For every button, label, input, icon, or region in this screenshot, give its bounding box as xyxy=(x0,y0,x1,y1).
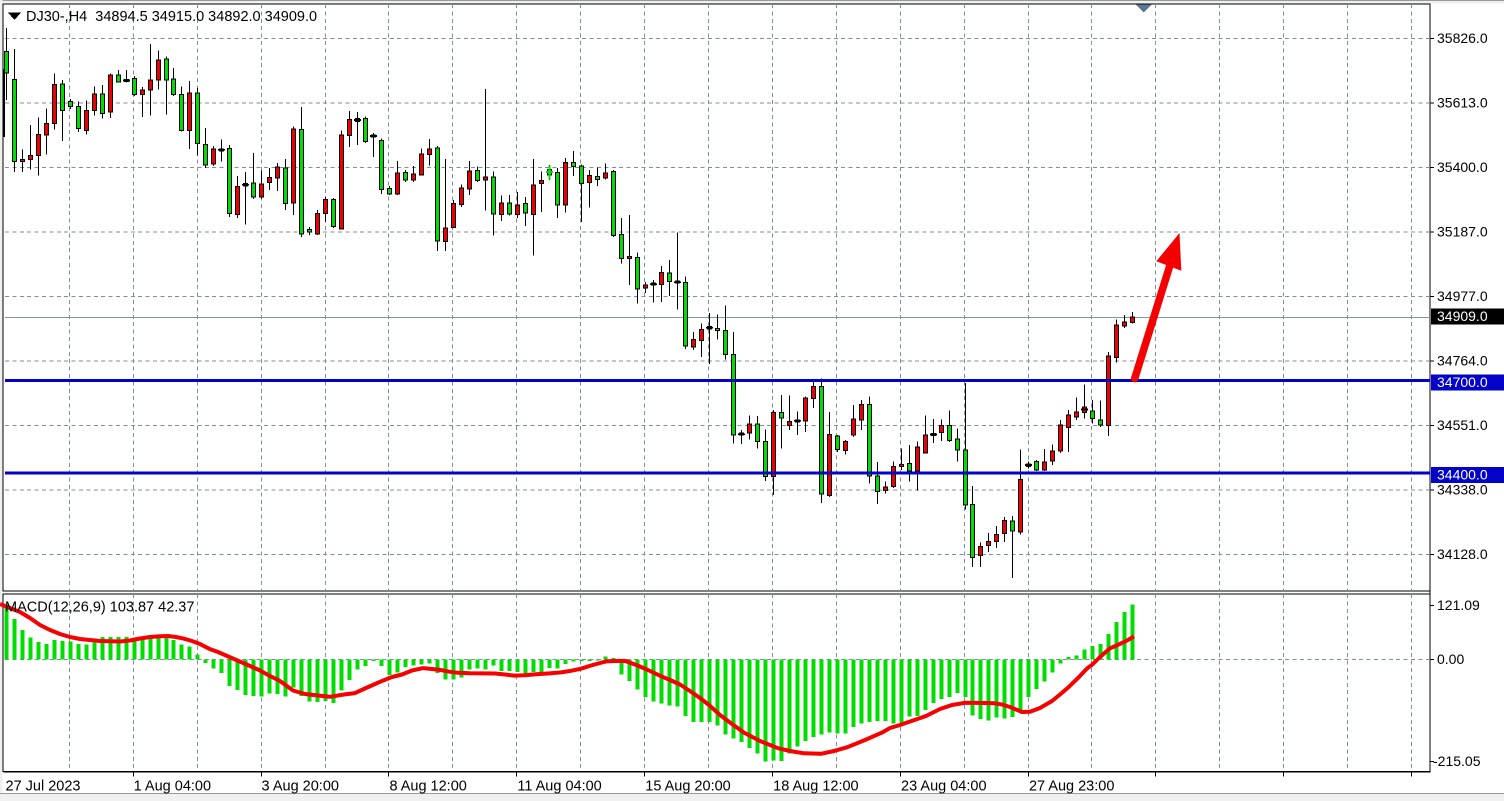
svg-text:121.09: 121.09 xyxy=(1437,597,1480,613)
svg-text:34909.0: 34909.0 xyxy=(1437,308,1488,324)
svg-text:-215.05: -215.05 xyxy=(1433,753,1481,769)
svg-text:1 Aug 04:00: 1 Aug 04:00 xyxy=(134,779,211,795)
svg-text:11 Aug 04:00: 11 Aug 04:00 xyxy=(517,779,601,795)
svg-text:35826.0: 35826.0 xyxy=(1437,30,1488,46)
svg-text:34700.0: 34700.0 xyxy=(1437,374,1488,390)
svg-text:0.00: 0.00 xyxy=(1437,651,1464,667)
svg-text:DJ30-,H4 34894.5 34915.0 3489: DJ30-,H4 34894.5 34915.0 34892.0 34909.0 xyxy=(26,9,317,25)
svg-text:27 Jul 2023: 27 Jul 2023 xyxy=(6,779,81,795)
svg-text:34128.0: 34128.0 xyxy=(1437,546,1488,562)
svg-text:23 Aug 04:00: 23 Aug 04:00 xyxy=(901,779,986,795)
svg-text:34400.0: 34400.0 xyxy=(1437,467,1488,483)
svg-text:8 Aug 12:00: 8 Aug 12:00 xyxy=(389,779,466,795)
svg-text:3 Aug 20:00: 3 Aug 20:00 xyxy=(262,779,339,795)
svg-text:18 Aug 12:00: 18 Aug 12:00 xyxy=(773,779,858,795)
svg-text:15 Aug 20:00: 15 Aug 20:00 xyxy=(645,779,730,795)
svg-text:27 Aug 23:00: 27 Aug 23:00 xyxy=(1029,779,1114,795)
svg-text:34551.0: 34551.0 xyxy=(1437,417,1488,433)
svg-text:35613.0: 35613.0 xyxy=(1437,95,1488,111)
svg-text:34338.0: 34338.0 xyxy=(1437,482,1488,498)
svg-text:34764.0: 34764.0 xyxy=(1437,353,1488,369)
svg-text:34977.0: 34977.0 xyxy=(1437,288,1488,304)
svg-text:35400.0: 35400.0 xyxy=(1437,159,1488,175)
svg-text:MACD(12,26,9) 103.87 42.37: MACD(12,26,9) 103.87 42.37 xyxy=(5,600,194,616)
svg-text:35187.0: 35187.0 xyxy=(1437,224,1488,240)
